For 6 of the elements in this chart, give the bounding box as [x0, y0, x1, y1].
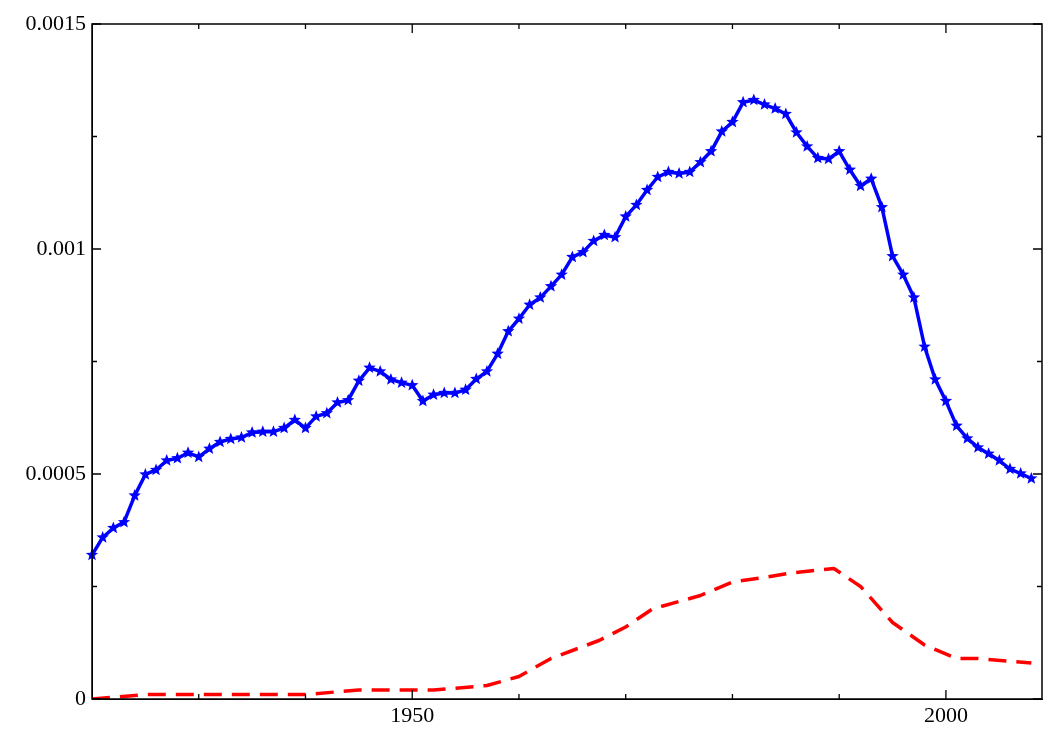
y-tick-label: 0.0015 [25, 9, 86, 35]
y-tick-label: 0.001 [36, 234, 86, 260]
y-tick-label: 0.0005 [25, 459, 86, 485]
y-tick-label: 0 [75, 684, 86, 710]
x-tick-label: 1950 [390, 701, 435, 727]
x-tick-label: 2000 [923, 701, 968, 727]
